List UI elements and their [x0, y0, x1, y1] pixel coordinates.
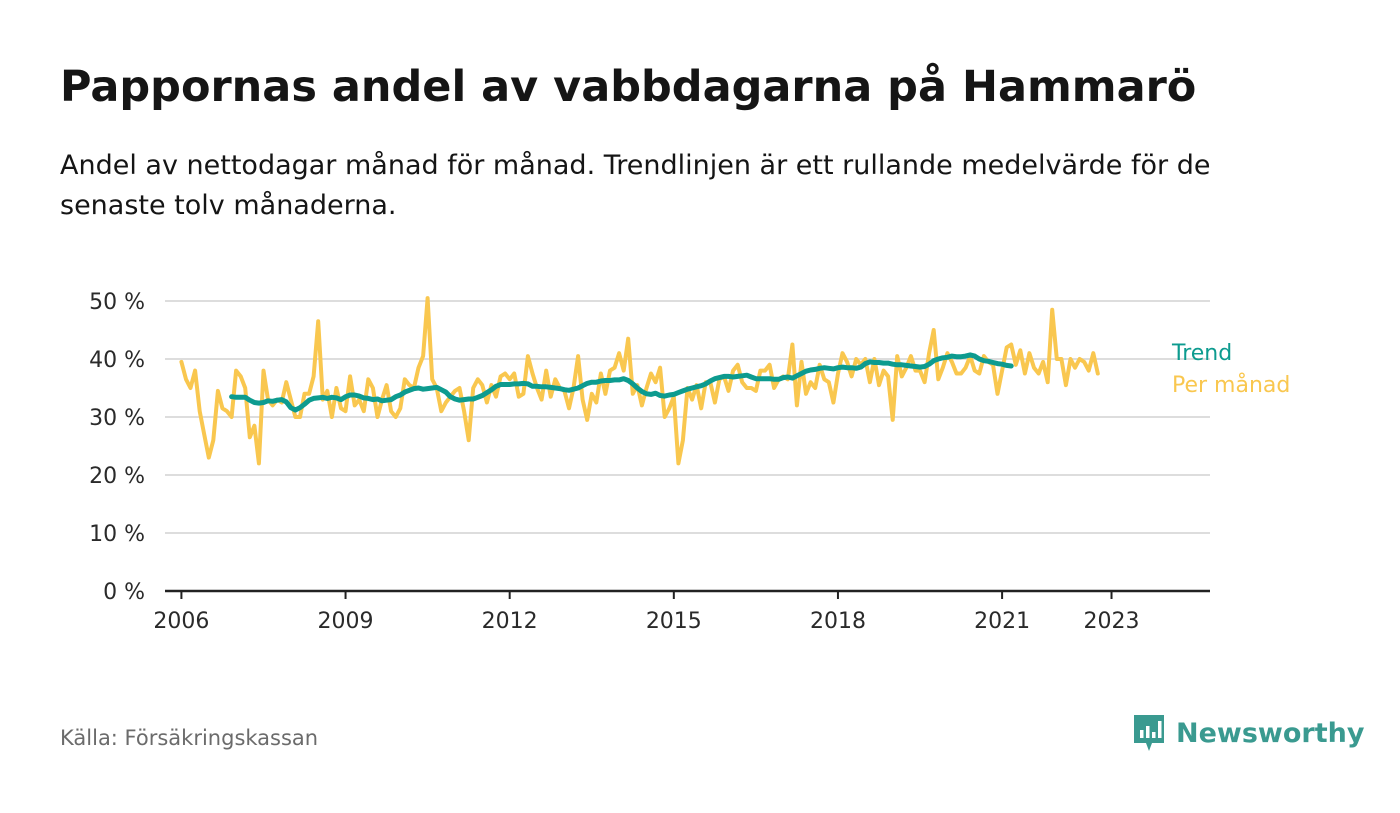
chart-title: Pappornas andel av vabbdagarna på Hammar… [60, 62, 1197, 112]
x-tick-label: 2018 [810, 609, 866, 634]
legend: Trend Per månad [1171, 341, 1290, 398]
source-note: Källa: Försäkringskassan [60, 726, 319, 750]
line-chart: 0 % 10 % 20 % 30 % 40 % 50 % 2006 2009 2012 2015… [89, 290, 1290, 634]
chart-subtitle: Andel av nettodagar månad för månad. Tre… [60, 150, 1211, 221]
monthly-line [179, 296, 1100, 466]
y-axis-ticks: 0 % 10 % 20 % 30 % 40 % 50 % [89, 290, 145, 605]
x-tick-label: 2009 [318, 609, 374, 634]
y-tick-label: 10 % [89, 522, 145, 547]
x-tick-label: 2023 [1084, 609, 1140, 634]
y-tick-label: 20 % [89, 464, 145, 489]
x-axis-ticks: 2006 2009 2012 2015 2018 2021 2023 [153, 591, 1140, 634]
gridlines [165, 300, 1210, 593]
y-tick-label: 50 % [89, 290, 145, 315]
trend-line [229, 352, 1014, 413]
brand-logo: Newsworthy [1132, 712, 1364, 754]
legend-trend-label: Trend [1171, 341, 1232, 366]
y-tick-label: 30 % [89, 406, 145, 431]
x-tick-label: 2006 [153, 609, 209, 634]
x-tick-label: 2015 [646, 609, 702, 634]
y-tick-label: 40 % [89, 348, 145, 373]
legend-monthly-label: Per månad [1172, 372, 1290, 398]
brand-name: Newsworthy [1176, 717, 1365, 749]
x-tick-label: 2012 [482, 609, 538, 634]
x-tick-label: 2021 [974, 609, 1030, 634]
y-tick-label: 0 % [103, 580, 145, 605]
newsworthy-logo-icon [1134, 715, 1164, 751]
series-lines [179, 296, 1100, 466]
